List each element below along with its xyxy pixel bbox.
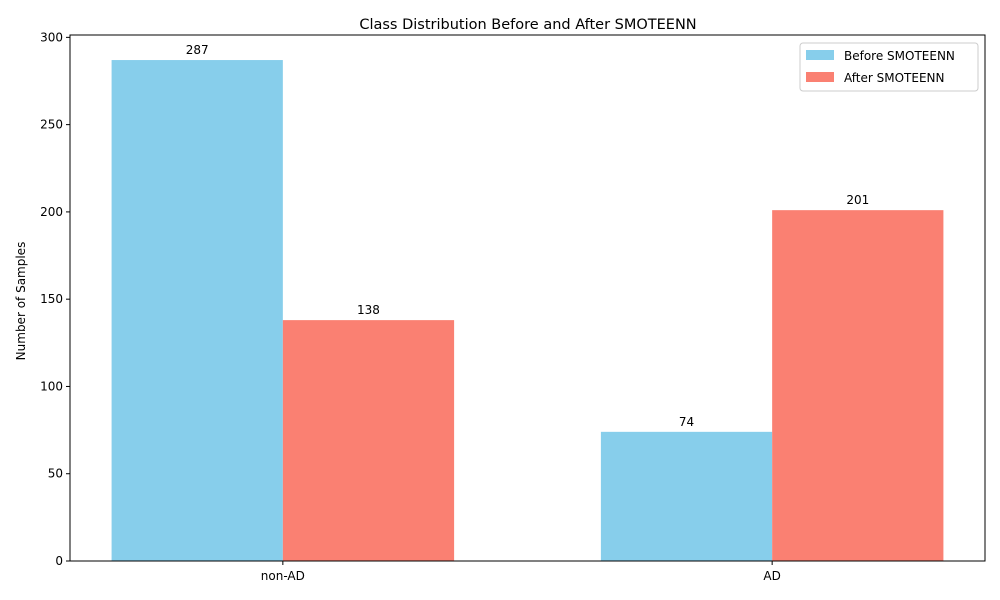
bar-value-label: 201 (846, 193, 869, 207)
y-tick-label: 100 (40, 379, 63, 393)
legend-swatch-before (806, 50, 834, 60)
y-tick-label: 0 (55, 554, 63, 568)
chart-title: Class Distribution Before and After SMOT… (359, 17, 696, 33)
bar-before-ad (600, 431, 773, 561)
y-axis-ticks: 0 50 100 150 200 250 300 (40, 30, 70, 568)
bar-value-label: 138 (357, 303, 380, 317)
y-axis-label: Number of Samples (14, 242, 28, 361)
bar-value-label: 287 (186, 43, 209, 57)
legend-box (799, 42, 979, 92)
y-tick-label: 250 (40, 118, 63, 132)
x-tick-label: AD (763, 569, 780, 583)
x-tick-label: non-AD (261, 569, 305, 583)
legend: Before SMOTEENN After SMOTEENN (799, 42, 979, 92)
x-axis-ticks: non-AD AD (261, 561, 781, 583)
y-tick-label: 50 (48, 467, 63, 481)
y-tick-label: 200 (40, 205, 63, 219)
plot-frame (69, 34, 986, 562)
bars-group (111, 60, 944, 562)
y-tick-label: 150 (40, 292, 63, 306)
bar-after-ad (772, 210, 944, 561)
value-labels-group: 287 74 138 201 (186, 43, 869, 429)
legend-label-after: After SMOTEENN (844, 71, 945, 85)
bar-value-label: 74 (679, 415, 694, 429)
legend-swatch-after (806, 72, 834, 82)
bar-after-non-ad (282, 320, 455, 561)
y-tick-label: 300 (40, 30, 63, 44)
bar-before-non-ad (111, 60, 283, 562)
legend-label-before: Before SMOTEENN (844, 49, 955, 63)
